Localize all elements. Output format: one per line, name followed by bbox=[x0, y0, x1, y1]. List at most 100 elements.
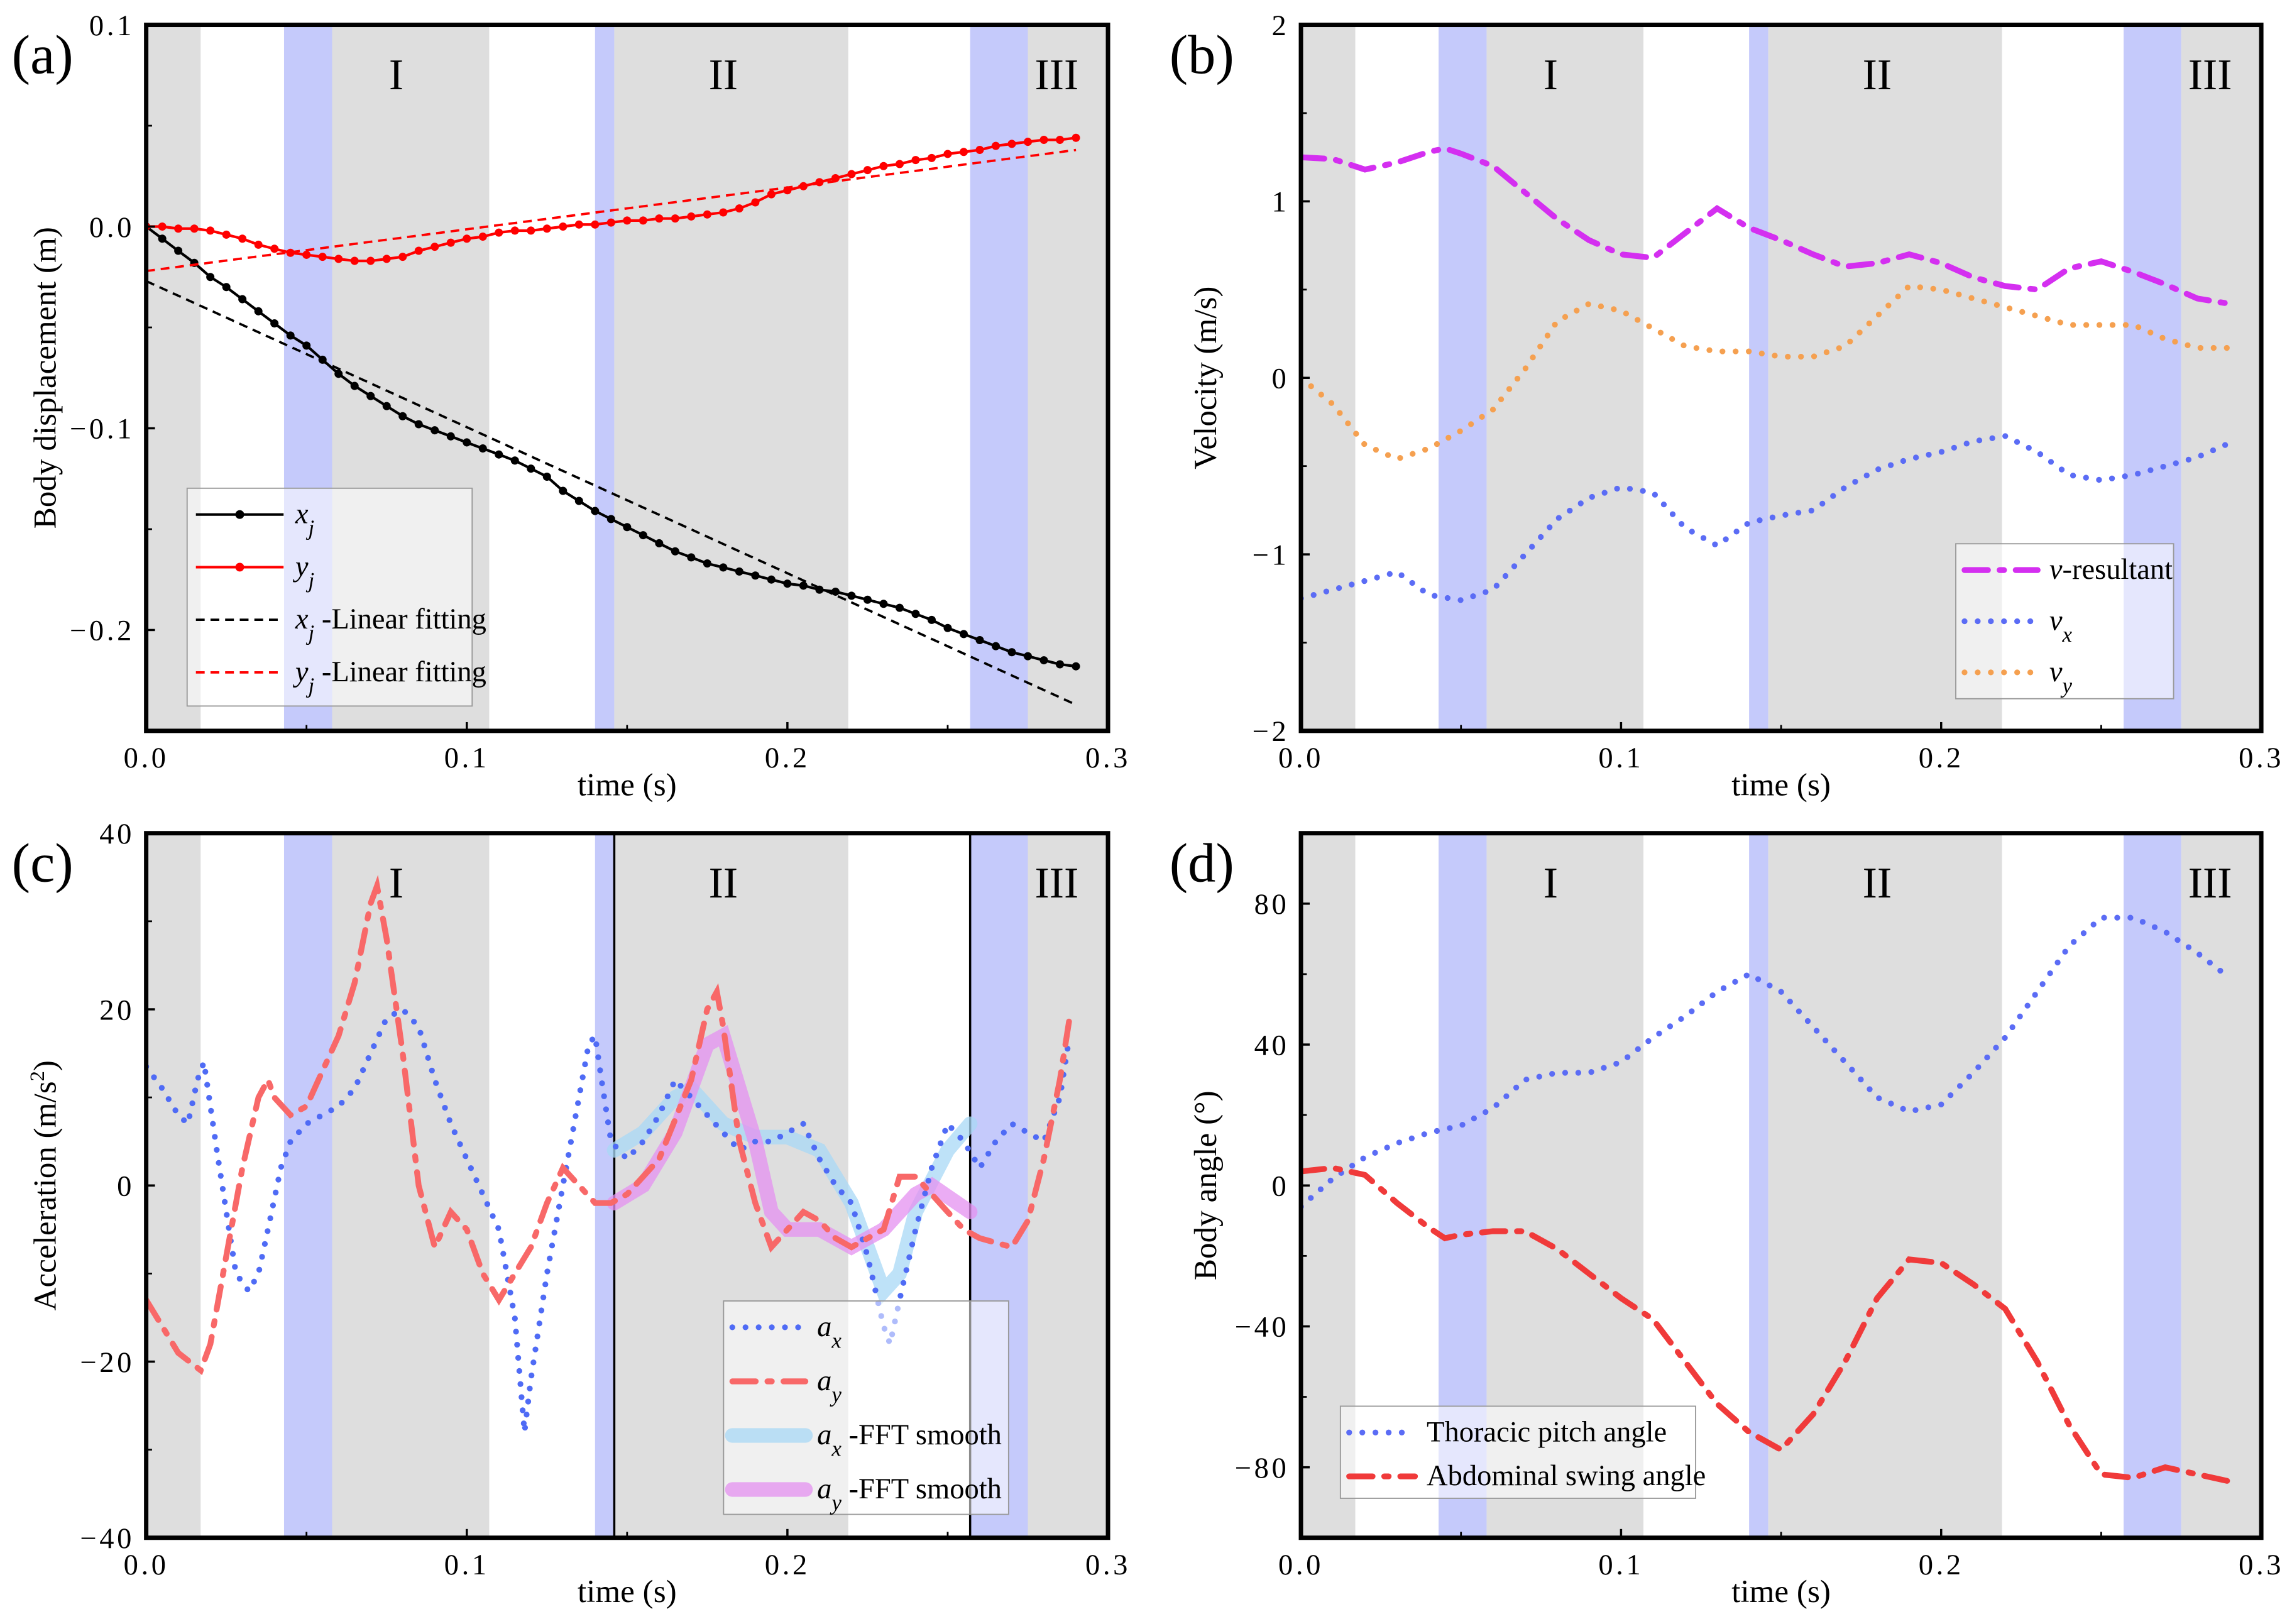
y-tick-label: −1 bbox=[1253, 539, 1290, 571]
phase-band-white bbox=[489, 833, 595, 1538]
x-tick-label: 0.0 bbox=[124, 742, 169, 774]
data-point-xj bbox=[863, 595, 872, 604]
y-axis-label-sup: 2 bbox=[26, 1071, 49, 1081]
legend-label-main: a bbox=[817, 1365, 831, 1397]
phase-label: II bbox=[1863, 859, 1892, 908]
phase-band-blue bbox=[595, 833, 615, 1538]
data-point-xj bbox=[943, 623, 952, 632]
data-point-yj bbox=[478, 233, 487, 241]
legend-label-suffix: -Linear fitting bbox=[314, 656, 486, 688]
data-point-xj bbox=[719, 563, 728, 572]
data-point-yj bbox=[527, 226, 535, 235]
phase-band-blue bbox=[595, 25, 615, 731]
legend-label-sub: x bbox=[831, 1328, 842, 1352]
series-group bbox=[1301, 145, 2232, 603]
data-point-xj bbox=[478, 444, 487, 453]
phase-band-blue bbox=[1749, 833, 1768, 1538]
x-tick-label: 0.3 bbox=[2239, 742, 2284, 774]
y-tick-label: −80 bbox=[1235, 1452, 1290, 1484]
legend-label-suffix: -Linear fitting bbox=[314, 603, 486, 635]
phase-band-gray bbox=[1301, 25, 1356, 731]
series-line-thoracic bbox=[1301, 914, 2232, 1210]
data-point-xj bbox=[446, 432, 455, 441]
legend-label-ax: ax bbox=[817, 1311, 842, 1353]
legend-label-sub: y bbox=[830, 1491, 842, 1515]
legend-label-sub: x bbox=[2062, 622, 2073, 647]
legend-marker bbox=[235, 510, 244, 519]
y-axis-label-text: Velocity (m/s) bbox=[1188, 287, 1224, 469]
series-line-ay-fft bbox=[606, 1025, 978, 1256]
data-point-xj bbox=[302, 341, 311, 350]
data-point-xj bbox=[206, 273, 215, 282]
y-axis-label-text: Body angle (°) bbox=[1188, 1090, 1224, 1280]
data-point-yj bbox=[382, 255, 391, 263]
data-point-xj bbox=[334, 370, 343, 378]
data-point-yj bbox=[606, 218, 615, 227]
legend-label-sub: j bbox=[306, 673, 315, 698]
phase-band-white bbox=[1355, 25, 1439, 731]
legend: Thoracic pitch angle Abdominal swing angl… bbox=[1339, 1405, 1706, 1499]
x-tick-label: 0.2 bbox=[1919, 742, 1964, 774]
data-point-yj bbox=[847, 170, 856, 178]
legend-label-main: a bbox=[817, 1419, 831, 1451]
phase-band-gray bbox=[614, 25, 848, 731]
x-tick-label: 0.2 bbox=[1919, 1549, 1964, 1581]
data-point-yj bbox=[174, 224, 183, 233]
data-point-yj bbox=[574, 220, 583, 229]
data-point-yj bbox=[1055, 135, 1065, 145]
data-point-yj bbox=[495, 228, 503, 237]
data-point-xj bbox=[1039, 656, 1048, 665]
data-point-yj bbox=[895, 160, 904, 168]
legend-label-xj: xj bbox=[295, 498, 314, 540]
legend-label-suffix: Abdominal swing angle bbox=[1427, 1460, 1706, 1492]
data-point-yj bbox=[446, 238, 455, 247]
phase-band-blue bbox=[1749, 25, 1768, 731]
data-point-yj bbox=[591, 220, 600, 229]
legend-label-main: v bbox=[2049, 656, 2063, 688]
phase-label: I bbox=[1544, 51, 1558, 99]
y-tick-label: −40 bbox=[80, 1523, 134, 1555]
phase-band-gray bbox=[2181, 833, 2262, 1538]
legend-label-main: v bbox=[2049, 605, 2063, 637]
y-axis-label-end: ) bbox=[27, 1060, 63, 1071]
data-point-xj bbox=[799, 581, 808, 590]
series-line-abdominal bbox=[1301, 1165, 2232, 1484]
data-point-yj bbox=[270, 244, 279, 253]
data-point-xj bbox=[430, 426, 439, 435]
x-tick-label: 0.3 bbox=[1085, 1549, 1131, 1581]
data-point-xj bbox=[463, 438, 471, 447]
data-point-yj bbox=[318, 253, 327, 261]
data-point-yj bbox=[222, 230, 231, 239]
phase-label: I bbox=[1544, 859, 1558, 908]
data-point-yj bbox=[671, 214, 679, 223]
y-axis-label: Velocity (m/s) bbox=[1188, 287, 1224, 469]
phase-band-gray bbox=[1028, 25, 1109, 731]
data-point-xj bbox=[655, 539, 664, 547]
series-line-vx bbox=[1301, 432, 2232, 603]
data-point-xj bbox=[510, 456, 519, 465]
data-point-xj bbox=[1055, 660, 1065, 669]
data-point-xj bbox=[959, 630, 968, 639]
y-tick-label: −2 bbox=[1253, 716, 1290, 748]
series-group bbox=[1301, 914, 2232, 1484]
legend-label-suffix: Thoracic pitch angle bbox=[1427, 1416, 1667, 1448]
data-point-yj bbox=[991, 141, 1000, 150]
legend-label-main: a bbox=[817, 1311, 831, 1343]
phase-band-white bbox=[2002, 833, 2124, 1538]
data-point-yj bbox=[334, 255, 343, 263]
phase-label: III bbox=[1035, 859, 1079, 908]
data-point-yj bbox=[542, 224, 551, 233]
x-tick-label: 0.2 bbox=[765, 742, 810, 774]
data-point-xj bbox=[382, 402, 391, 410]
y-tick-label: −40 bbox=[1235, 1312, 1290, 1344]
data-point-xj bbox=[542, 472, 551, 481]
panel-label: (b) bbox=[1170, 24, 1234, 85]
phase-band-blue bbox=[1439, 25, 1487, 731]
phase-band-white bbox=[200, 833, 284, 1538]
data-point-xj bbox=[1007, 648, 1016, 657]
data-point-yj bbox=[639, 216, 647, 225]
